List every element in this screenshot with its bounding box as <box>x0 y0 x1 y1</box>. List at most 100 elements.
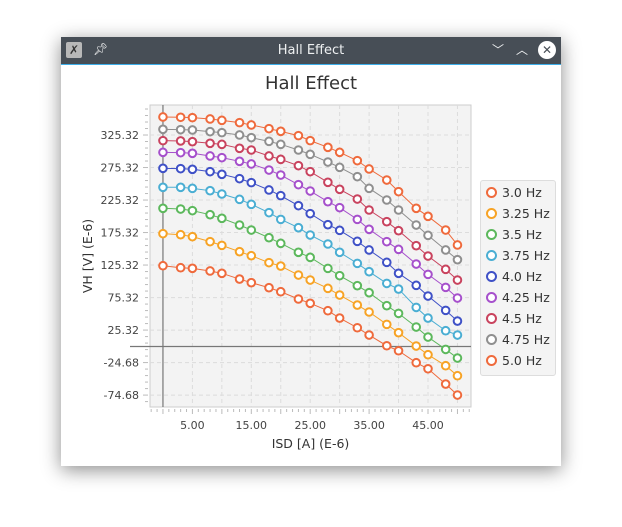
legend-item: 4.5 Hz <box>486 311 542 331</box>
data-point <box>440 344 451 355</box>
y-tick-label: 125.32 <box>101 259 140 272</box>
data-point <box>452 370 463 381</box>
data-point <box>217 152 227 163</box>
data-point <box>217 268 227 279</box>
data-point <box>205 209 215 220</box>
data-point <box>275 286 286 297</box>
data-point <box>334 313 345 323</box>
data-point <box>275 139 286 150</box>
data-point <box>187 125 198 135</box>
data-point <box>205 185 215 196</box>
data-point <box>217 127 227 138</box>
data-point <box>234 156 245 167</box>
legend-item: 3.0 Hz <box>486 185 542 205</box>
data-point <box>293 270 304 280</box>
data-point <box>411 302 422 313</box>
data-point <box>352 214 363 225</box>
legend-marker-icon <box>486 250 497 261</box>
data-point <box>293 200 304 211</box>
legend: 3.0 Hz 3.25 Hz 3.5 Hz 3.75 Hz 4.0 Hz 4.25 Hz 4… <box>480 180 556 376</box>
data-point <box>411 203 422 214</box>
legend-label: 3.75 Hz <box>502 248 550 263</box>
maximize-icon[interactable]: ︿ <box>515 43 528 57</box>
data-point <box>217 189 227 199</box>
legend-label: 5.0 Hz <box>502 353 542 368</box>
data-point <box>158 112 168 122</box>
data-point <box>423 349 433 360</box>
data-point <box>205 151 215 161</box>
data-point <box>440 225 451 235</box>
data-point <box>234 220 245 230</box>
data-point <box>293 160 304 171</box>
data-point <box>393 345 404 356</box>
x-tick-label: 25.00 <box>294 419 326 432</box>
legend-marker-icon <box>486 334 497 345</box>
data-point <box>352 280 363 291</box>
data-point <box>440 264 451 275</box>
data-point <box>440 379 451 389</box>
legend-item: 4.75 Hz <box>486 332 550 352</box>
data-point <box>158 260 168 271</box>
data-point <box>205 138 215 149</box>
data-point <box>334 225 345 236</box>
data-point <box>323 142 333 153</box>
data-point <box>323 263 333 274</box>
data-point <box>393 225 404 236</box>
data-point <box>246 159 257 169</box>
data-point <box>293 294 304 304</box>
data-point <box>440 305 451 316</box>
data-point <box>305 186 316 196</box>
data-point <box>352 258 363 269</box>
data-point <box>440 282 451 293</box>
data-point <box>393 268 404 279</box>
pin-icon[interactable]: 📌︎ <box>93 42 109 56</box>
chart-svg: 5.00 15.00 25.00 35.00 45.00 325.32 275.32 225.… <box>80 104 472 451</box>
legend-label: 4.25 Hz <box>502 290 550 305</box>
minimize-icon[interactable]: ﹀ <box>491 43 504 57</box>
data-point <box>381 195 392 205</box>
data-point <box>205 114 215 124</box>
data-point <box>352 194 363 204</box>
data-point <box>411 280 422 291</box>
data-point <box>452 240 463 250</box>
data-point <box>275 126 286 137</box>
legend-marker-icon <box>486 292 497 303</box>
data-point <box>323 177 333 188</box>
title-bar[interactable]: ✗ 📌︎ Hall Effect ﹀ ︿ ✕ <box>61 37 561 65</box>
data-point <box>217 213 227 224</box>
data-point <box>234 143 245 154</box>
data-point <box>452 275 463 285</box>
close-icon[interactable]: ✕ <box>538 41 556 59</box>
data-point <box>293 247 304 258</box>
data-point <box>423 230 433 241</box>
data-point <box>334 184 345 195</box>
data-point <box>293 222 304 233</box>
data-point <box>175 112 186 123</box>
data-point <box>175 124 186 135</box>
data-point <box>217 240 227 251</box>
data-point <box>381 278 392 289</box>
data-point <box>275 154 286 165</box>
data-point <box>264 257 274 268</box>
data-point <box>440 360 451 371</box>
data-point <box>275 214 286 225</box>
data-point <box>393 327 404 338</box>
data-point <box>440 245 451 255</box>
data-point <box>393 186 404 197</box>
data-point <box>423 211 433 222</box>
data-point <box>275 238 286 249</box>
data-point <box>234 130 245 140</box>
data-point <box>264 185 274 195</box>
data-point <box>393 205 404 215</box>
data-point <box>452 254 463 265</box>
data-point <box>364 330 374 340</box>
data-point <box>305 135 316 146</box>
data-point <box>423 313 433 323</box>
data-point <box>364 164 374 174</box>
data-point <box>275 261 286 271</box>
data-point <box>264 151 274 161</box>
data-point <box>364 266 374 277</box>
data-point <box>364 287 374 298</box>
data-point <box>175 204 186 214</box>
data-point <box>381 236 392 247</box>
